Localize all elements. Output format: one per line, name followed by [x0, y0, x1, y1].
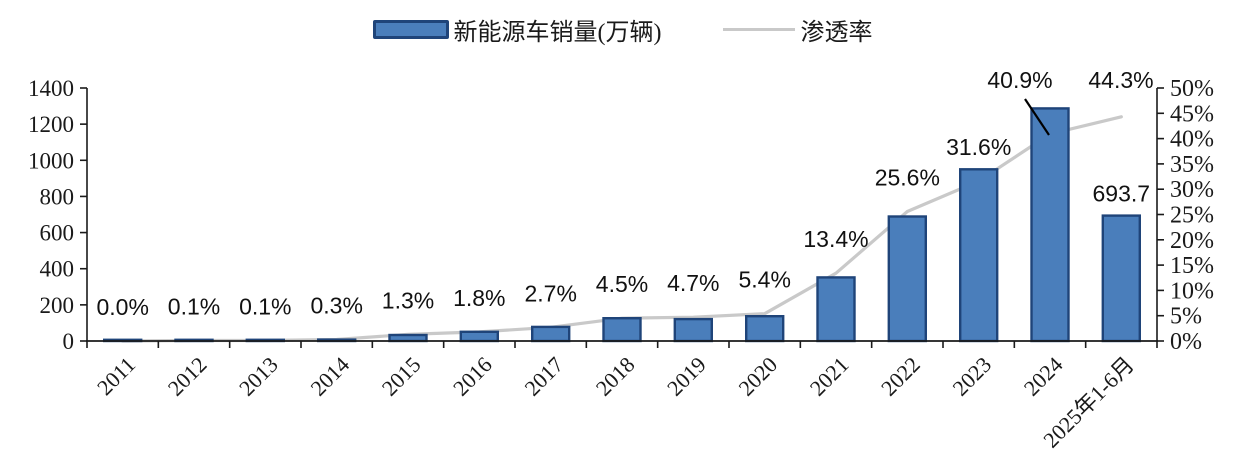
bar-2019: [673, 317, 713, 343]
left-axis-tick-label: 1200: [28, 112, 74, 137]
penetration-label-2025年1-6月: 44.3%: [1088, 67, 1153, 93]
bar-series-swatch: [372, 20, 449, 39]
x-axis-category-label: 2016: [448, 352, 497, 401]
bar-2016: [459, 330, 499, 343]
penetration-label-2022: 25.6%: [875, 165, 940, 191]
penetration-label-2012: 0.1%: [168, 294, 220, 320]
x-axis-category-label: 2017: [519, 352, 568, 401]
line-series-label: 渗透率: [800, 20, 873, 46]
bar-2018: [602, 317, 642, 343]
x-axis-category-label: 2011: [92, 352, 140, 400]
left-axis-tick-label: 800: [40, 184, 75, 209]
x-axis-category-label: 2021: [805, 352, 854, 401]
right-axis-tick-label: 25%: [1170, 203, 1214, 229]
x-axis-category-label: 2012: [163, 352, 212, 401]
penetration-label-2016: 1.8%: [453, 285, 505, 311]
x-axis-category-label: 2019: [662, 352, 711, 401]
left-axis-tick-label: 1000: [28, 148, 74, 173]
x-axis-category-label: 2015: [377, 352, 426, 401]
right-axis-tick-label: 0%: [1170, 329, 1202, 355]
right-axis-tick-label: 40%: [1170, 127, 1214, 153]
left-axis-tick-label: 400: [40, 257, 75, 282]
x-axis-category-label: 2024: [1019, 352, 1068, 401]
penetration-label-2024: 40.9%: [987, 67, 1052, 93]
penetration-label-2021: 13.4%: [803, 226, 868, 252]
leader-line-annotation: [1024, 98, 1050, 136]
right-axis-tick-label: 45%: [1170, 101, 1214, 127]
bar-2021: [816, 276, 856, 343]
left-axis-tick-label: 1400: [28, 76, 74, 101]
left-axis-tick-label: 0: [63, 329, 75, 354]
line-series-swatch: [723, 28, 796, 31]
right-axis-tick-label: 20%: [1170, 228, 1214, 254]
x-axis-category-label: 2013: [234, 352, 283, 401]
bar-2022: [887, 215, 927, 343]
bar-series-label: 新能源车销量(万辆): [453, 20, 662, 46]
left-axis-tick-label: 200: [40, 293, 75, 318]
bar-2017: [531, 325, 571, 343]
legend-item-line-series: 渗透率: [723, 12, 872, 47]
bar-2025年1-6月: [1101, 214, 1142, 343]
right-axis-tick-label: 5%: [1170, 304, 1202, 330]
penetration-label-2013: 0.1%: [239, 294, 291, 320]
penetration-label-2015: 1.3%: [382, 287, 434, 313]
legend-item-bar-series: 新能源车销量(万辆): [372, 12, 662, 47]
penetration-label-2023: 31.6%: [946, 134, 1011, 160]
x-axis-category-label: 2022: [876, 352, 925, 401]
bar-2020: [745, 315, 785, 343]
penetration-label-2019: 4.7%: [667, 270, 719, 296]
x-axis-category-label: 2018: [591, 352, 640, 401]
right-axis-tick-label: 50%: [1170, 76, 1214, 102]
bar-2024: [1030, 107, 1070, 343]
penetration-label-2020: 5.4%: [738, 267, 790, 293]
right-axis-tick-label: 15%: [1170, 253, 1214, 279]
x-axis-category-label: 2023: [947, 352, 996, 401]
penetration-label-2011: 0.0%: [96, 294, 148, 320]
x-axis-category-label: 2014: [305, 352, 354, 401]
penetration-label-2014: 0.3%: [310, 293, 362, 319]
bar-2023: [959, 168, 999, 343]
right-axis-tick-label: 35%: [1170, 152, 1214, 178]
x-axis-category-label: 2020: [733, 352, 782, 401]
right-axis-tick-label: 10%: [1170, 278, 1214, 304]
right-axis-tick-label: 30%: [1170, 177, 1214, 203]
left-axis-tick-label: 600: [40, 221, 75, 246]
penetration-label-2018: 4.5%: [596, 271, 648, 297]
penetration-label-2017: 2.7%: [524, 280, 576, 306]
chart-legend: 新能源车销量(万辆) 渗透率: [0, 12, 1245, 47]
bar-value-label-2025年1-6月: 693.7: [1093, 181, 1151, 207]
